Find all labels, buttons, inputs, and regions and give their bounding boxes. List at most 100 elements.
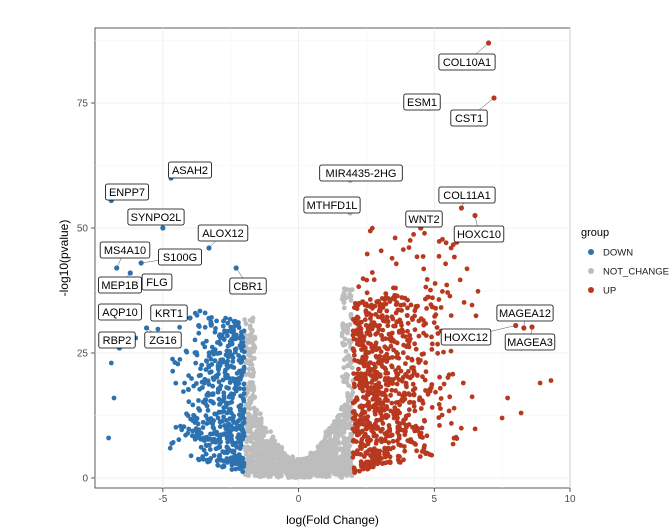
point-not-change bbox=[342, 415, 348, 421]
point-up bbox=[411, 391, 417, 397]
point-up bbox=[424, 277, 430, 282]
point-not-change bbox=[342, 447, 348, 453]
gene-label-text: SYNPO2L bbox=[131, 212, 182, 224]
point-up bbox=[377, 303, 383, 308]
point-not-change bbox=[299, 458, 305, 464]
gene-label-box bbox=[450, 109, 488, 127]
point-up bbox=[360, 276, 366, 282]
point-down bbox=[206, 363, 212, 369]
point-up bbox=[371, 396, 377, 401]
point-up bbox=[429, 341, 435, 347]
point-up bbox=[386, 296, 392, 301]
point-down bbox=[239, 329, 244, 335]
point-down bbox=[204, 358, 209, 363]
point-down bbox=[201, 447, 207, 453]
point-not-change bbox=[295, 457, 300, 463]
point-up bbox=[449, 421, 454, 426]
point-down bbox=[206, 353, 212, 359]
gene-label: HOXC12 bbox=[440, 325, 516, 346]
point-not-change bbox=[325, 457, 331, 463]
point-not-change bbox=[275, 449, 281, 454]
point-down bbox=[195, 421, 201, 427]
point-up bbox=[354, 395, 360, 401]
gene-label: CST1 bbox=[450, 97, 495, 127]
point-down bbox=[223, 418, 229, 423]
point-up bbox=[440, 289, 445, 294]
point-up bbox=[405, 320, 411, 326]
point-down bbox=[241, 420, 247, 426]
point-down bbox=[236, 432, 242, 437]
point-up bbox=[384, 315, 390, 320]
point-not-change bbox=[245, 444, 251, 450]
point-up bbox=[360, 428, 365, 434]
point-down bbox=[225, 439, 231, 445]
point-down bbox=[203, 451, 209, 457]
point-up bbox=[407, 400, 412, 405]
point-up bbox=[352, 399, 358, 405]
legend-key-not-change bbox=[588, 268, 594, 274]
point-up bbox=[409, 357, 415, 363]
point-up bbox=[368, 323, 373, 328]
point-down bbox=[241, 409, 247, 415]
point-up bbox=[382, 297, 388, 303]
gene-label-box bbox=[98, 276, 142, 294]
point-up bbox=[432, 314, 437, 319]
point-down bbox=[241, 349, 247, 355]
point-up bbox=[411, 403, 417, 409]
point-down bbox=[205, 408, 211, 413]
point-down bbox=[170, 440, 176, 445]
point-up bbox=[382, 344, 388, 350]
point-up bbox=[402, 432, 408, 438]
point-up bbox=[450, 371, 456, 377]
point-not-change bbox=[340, 322, 346, 327]
point-up bbox=[460, 380, 466, 386]
point-not-change bbox=[335, 460, 341, 466]
point-up bbox=[445, 290, 450, 295]
point-up bbox=[367, 368, 373, 374]
point-up bbox=[396, 365, 401, 371]
point-down bbox=[233, 384, 239, 390]
point-down bbox=[217, 424, 223, 429]
point-down bbox=[178, 423, 183, 429]
point-down bbox=[241, 433, 247, 439]
point-labeled-gene bbox=[143, 325, 150, 331]
point-up bbox=[393, 261, 399, 267]
point-up bbox=[371, 403, 377, 408]
point-up bbox=[389, 364, 395, 370]
point-down bbox=[214, 318, 220, 324]
point-up bbox=[432, 281, 438, 286]
point-not-change bbox=[249, 362, 255, 368]
point-down bbox=[223, 426, 229, 432]
point-not-change bbox=[274, 456, 280, 462]
point-up bbox=[396, 355, 402, 361]
point-down bbox=[167, 445, 173, 451]
point-up bbox=[370, 305, 375, 311]
point-up bbox=[368, 437, 373, 443]
point-up bbox=[354, 337, 359, 343]
point-not-change bbox=[266, 465, 271, 470]
gene-labels: COL10A1 ESM1 CST1 COL11A1 WNT2 HOXC10 MAGEA12 H… bbox=[98, 42, 556, 351]
y-tick-label: 50 bbox=[77, 224, 89, 235]
point-up bbox=[440, 236, 445, 242]
point-up bbox=[386, 331, 392, 337]
point-not-change bbox=[293, 474, 298, 480]
point-up bbox=[441, 381, 447, 387]
point-up bbox=[451, 405, 457, 411]
point-down bbox=[215, 415, 221, 421]
point-down bbox=[213, 326, 218, 331]
point-not-change bbox=[346, 408, 351, 414]
point-not-change bbox=[263, 426, 268, 431]
gene-label: COL10A1 bbox=[438, 42, 496, 71]
legend-key-down bbox=[588, 249, 594, 255]
point-not-change bbox=[251, 355, 257, 361]
point-down bbox=[238, 345, 244, 351]
gene-label-box bbox=[438, 53, 496, 71]
point-up bbox=[450, 441, 456, 447]
point-up bbox=[448, 313, 454, 318]
point-up bbox=[391, 338, 396, 343]
x-tick-label: 0 bbox=[296, 494, 302, 505]
point-down bbox=[228, 352, 233, 358]
gene-label: MTHFD1L bbox=[303, 196, 361, 214]
point-up bbox=[389, 400, 395, 406]
